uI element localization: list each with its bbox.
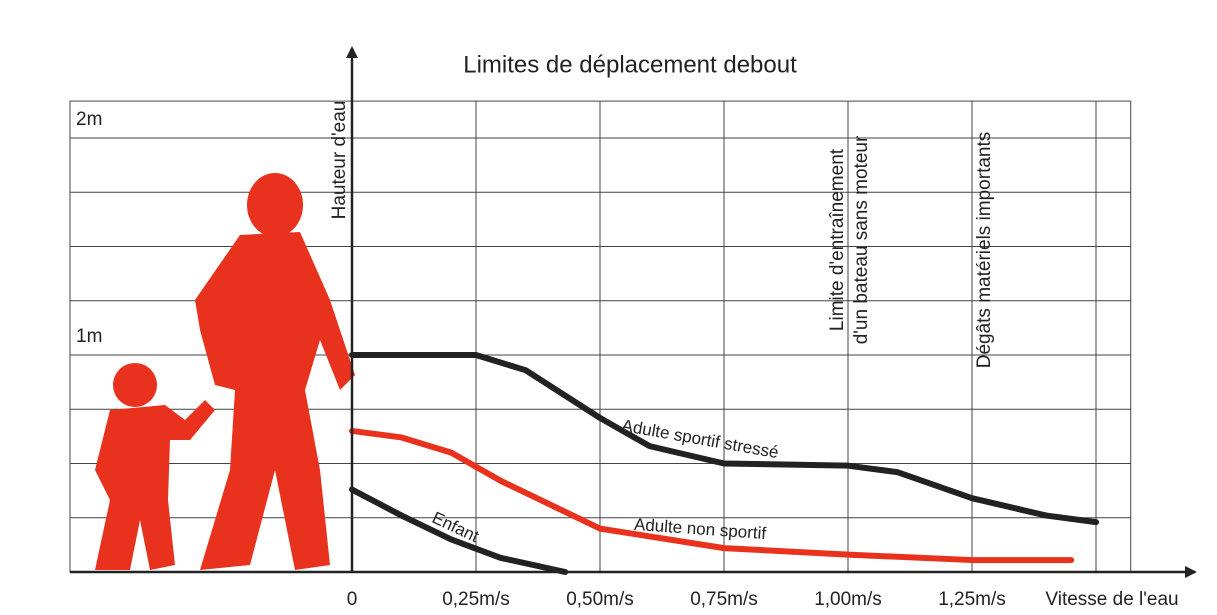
line	[349, 427, 1075, 564]
line	[349, 352, 1099, 526]
x-tick-label: 0,75m/s	[690, 589, 758, 610]
y-tick-label: 2m	[76, 109, 102, 130]
child-body	[95, 400, 215, 570]
annotation: Dégâts matériels importants	[974, 132, 995, 369]
annotation: Limite d'entraînement	[827, 148, 848, 331]
annotation: d'un bateau sans moteur	[851, 135, 872, 344]
adult-body	[195, 232, 355, 570]
y-tick-label: 1m	[76, 326, 102, 347]
line	[349, 486, 569, 575]
x-axis-label: Vitesse de l'eau	[1045, 589, 1178, 610]
chart-title: Limites de déplacement debout	[463, 51, 797, 78]
grid: 1m 2m 0 0,25m/s 0,50m/s 0,75m/s 1,00m/s 1,25m/s…	[69, 100, 1132, 610]
adult-head	[247, 173, 303, 237]
child-head	[113, 363, 157, 407]
silhouettes	[95, 173, 355, 570]
x-tick-label: 0,50m/s	[566, 589, 634, 610]
x-tick-label: 1,25m/s	[938, 589, 1006, 610]
x-tick-label: 0	[347, 589, 358, 610]
y-axis-label: Hauteur d'eau	[329, 101, 350, 220]
x-tick-label: 0,25m/s	[442, 589, 510, 610]
x-tick-label: 1,00m/s	[814, 589, 882, 610]
